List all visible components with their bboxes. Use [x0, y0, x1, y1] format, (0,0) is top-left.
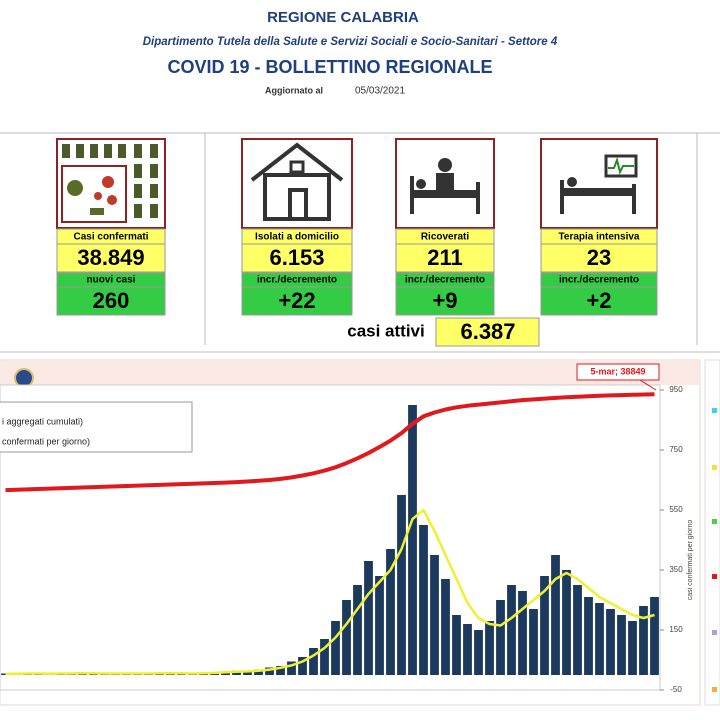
- card-value: 23: [587, 245, 611, 270]
- bar: [408, 405, 417, 675]
- change-band: [395, 286, 495, 316]
- bar: [496, 600, 505, 675]
- bar: [529, 609, 538, 675]
- updated-date: 05/03/2021: [355, 86, 405, 97]
- change-band: [241, 286, 353, 316]
- card-change-label: nuovi casi: [87, 275, 136, 286]
- bar: [595, 603, 604, 675]
- logo: [14, 368, 34, 388]
- y-tick-label: 550: [669, 505, 683, 514]
- bar: [650, 597, 659, 675]
- bar: [441, 579, 450, 675]
- y-tick-label: 350: [669, 565, 683, 574]
- bar: [331, 621, 340, 675]
- value-band: [540, 243, 658, 273]
- region: REGIONE CALABRIA: [267, 9, 419, 26]
- bar: [452, 615, 461, 675]
- card-label: Ricoverati: [421, 232, 470, 243]
- active-label: casi attivi: [347, 321, 425, 340]
- bar: [485, 621, 494, 675]
- bar: [1, 673, 10, 675]
- legend-label: i aggregati cumulati): [2, 416, 83, 426]
- active-band: [435, 317, 540, 347]
- bar: [628, 621, 637, 675]
- value-band: [395, 243, 495, 273]
- bar: [474, 630, 483, 675]
- legend-box: [0, 401, 193, 453]
- legend-label: confermati per giorno): [2, 436, 90, 446]
- bar: [254, 669, 263, 675]
- bar: [353, 585, 362, 675]
- card-value: 6.153: [269, 245, 324, 270]
- bar: [518, 591, 527, 675]
- icon-bed: [395, 138, 495, 229]
- side-swatches: [712, 408, 717, 692]
- bar: [320, 639, 329, 675]
- bar: [617, 615, 626, 675]
- icon-people: [56, 138, 166, 229]
- icon-icu: [540, 138, 658, 229]
- side-panel: [704, 359, 720, 706]
- y-tick-label: 950: [669, 385, 683, 394]
- bar: [298, 657, 307, 675]
- y-tick-label: 150: [669, 625, 683, 634]
- annotation-leader: [639, 379, 657, 391]
- bar: [562, 570, 571, 675]
- bar: [507, 585, 516, 675]
- card-change-label: incr./decremento: [559, 275, 639, 286]
- change-band: [56, 286, 166, 316]
- card-value: 38.849: [77, 245, 144, 270]
- bar: [419, 525, 428, 675]
- department: Dipartimento Tutela della Salute e Servi…: [143, 36, 558, 48]
- line: [5, 392, 655, 493]
- bar: [265, 667, 274, 675]
- chart: 950 750 550 350 150 -50 casi confermati per gi…: [1, 363, 694, 694]
- bar: [606, 609, 615, 675]
- annotation: 5-mar; 38849: [590, 366, 645, 376]
- bar: [309, 648, 318, 675]
- bar: [243, 672, 252, 675]
- bar: [584, 597, 593, 675]
- bar: [276, 666, 285, 675]
- updated-label: Aggiornato al: [265, 85, 323, 95]
- card-change: 260: [93, 288, 130, 313]
- value-band: [56, 243, 166, 273]
- card-change-label: incr./decremento: [257, 275, 337, 286]
- bar: [639, 606, 648, 675]
- card-change: +22: [278, 288, 315, 313]
- annotation-box: [576, 363, 660, 381]
- cards: Casi confermati 38.849 nuovi casi 260 Isolat…: [56, 228, 658, 347]
- card-change: +9: [432, 288, 457, 313]
- title: COVID 19 - BOLLETTINO REGIONALE: [167, 57, 492, 77]
- line: [5, 508, 655, 676]
- bar: [397, 495, 406, 675]
- bar: [364, 561, 373, 675]
- y-tick-label: -50: [670, 685, 682, 694]
- card-label: Casi confermati: [73, 232, 148, 243]
- bar: [342, 600, 351, 675]
- bar: [573, 585, 582, 675]
- y-axis-title: casi confermati per giorno: [687, 520, 694, 601]
- bar: [287, 661, 296, 675]
- bar: [540, 576, 549, 675]
- bar: [386, 549, 395, 675]
- card-change: +2: [586, 288, 611, 313]
- y-tick-label: 750: [669, 445, 683, 454]
- bar: [551, 555, 560, 675]
- icon-house: [241, 138, 353, 229]
- change-band: [540, 286, 658, 316]
- active-value: 6.387: [460, 319, 515, 344]
- panel-frame: [0, 132, 720, 353]
- bar: [430, 555, 439, 675]
- bar: [375, 576, 384, 675]
- bar: [463, 624, 472, 675]
- card-value: 211: [427, 245, 463, 270]
- card-label: Terapia intensiva: [559, 232, 640, 243]
- card-label: Isolati a domicilio: [255, 232, 339, 243]
- card-change-label: incr./decremento: [405, 275, 485, 286]
- value-band: [241, 243, 353, 273]
